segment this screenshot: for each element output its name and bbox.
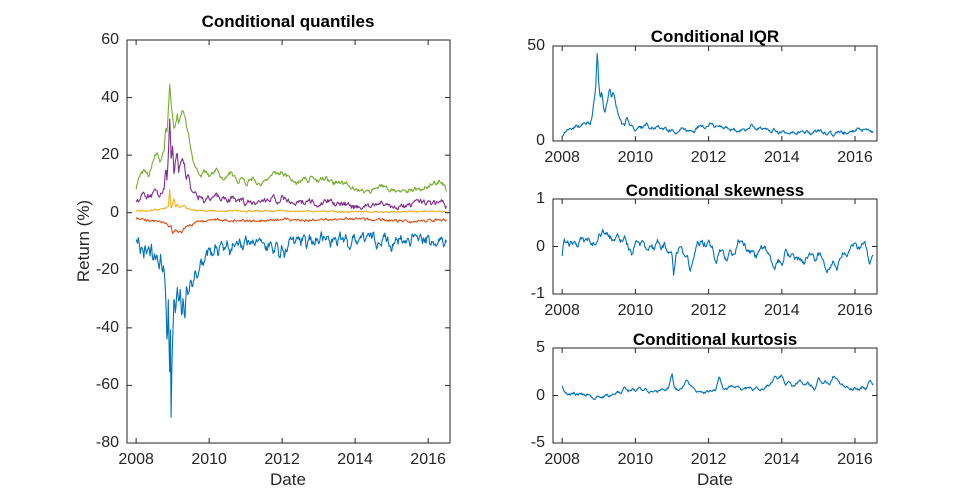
chart-title: Conditional IQR	[650, 27, 780, 46]
x-tick-label: 2010	[617, 451, 654, 468]
y-axis-label: Return (%)	[74, 199, 93, 283]
first-quartile-line	[135, 217, 447, 234]
y-tick-label: 1	[536, 190, 545, 207]
chart-title: Conditional skewness	[625, 181, 805, 200]
x-tick-label: 2012	[690, 302, 727, 319]
x-axis-label: Date	[270, 470, 306, 489]
x-tick-label: 2010	[191, 451, 227, 468]
iqr-line	[561, 52, 874, 137]
median-line	[135, 189, 447, 214]
axis-frame	[552, 198, 878, 295]
y-tick-label: 50	[527, 37, 545, 54]
y-tick-label: 0	[536, 237, 545, 255]
x-tick-label: 2014	[764, 451, 800, 468]
x-tick-label: 2016	[837, 302, 873, 319]
y-tick-label: 0	[536, 132, 545, 149]
x-tick-label: 2008	[118, 451, 154, 468]
x-tick-label: 2012	[690, 149, 727, 166]
plot-canvas-quantiles	[126, 39, 451, 444]
x-tick-label: 2012	[264, 451, 300, 468]
y-tick-label: 5	[536, 339, 545, 356]
kurtosis-line	[561, 373, 874, 400]
y-tick-label: 0	[536, 386, 545, 404]
upper-quantile-line	[135, 83, 447, 194]
x-axis-label: Date	[697, 470, 733, 489]
y-tick-label: -1	[530, 285, 545, 302]
lower-quantile-line	[135, 231, 447, 418]
x-tick-label: 2014	[764, 302, 800, 319]
x-tick-label: 2016	[837, 451, 873, 468]
x-tick-label: 2008	[544, 149, 580, 166]
y-tick-label: 60	[101, 31, 119, 48]
y-tick-label: 40	[101, 88, 119, 106]
axis-frame	[552, 45, 878, 142]
x-tick-label: 2012	[690, 451, 727, 468]
plot-canvas-skewness	[552, 198, 878, 295]
x-tick-label: 2016	[837, 149, 873, 166]
x-tick-label: 2010	[617, 302, 654, 319]
y-tick-label: 20	[101, 146, 119, 164]
skewness-line	[561, 228, 874, 276]
y-tick-label: -20	[95, 261, 119, 279]
y-tick-label: 0	[110, 203, 119, 221]
y-tick-label: -80	[95, 434, 119, 451]
y-tick-label: -40	[95, 318, 119, 336]
axis-frame	[126, 39, 451, 444]
x-tick-label: 2010	[617, 149, 654, 166]
axis-frame	[552, 347, 878, 444]
y-tick-label: -60	[95, 376, 119, 394]
x-tick-label: 2014	[764, 149, 800, 166]
x-tick-label: 2014	[337, 451, 373, 468]
x-tick-label: 2008	[544, 302, 580, 319]
x-tick-label: 2016	[410, 451, 446, 468]
x-tick-label: 2008	[544, 451, 580, 468]
plot-canvas-iqr	[552, 45, 878, 142]
plot-canvas-kurtosis	[552, 347, 878, 444]
chart-title: Conditional kurtosis	[632, 330, 798, 349]
chart-title: Conditional quantiles	[201, 12, 375, 31]
third-quartile-line	[135, 118, 447, 211]
y-tick-label: -5	[530, 434, 545, 451]
